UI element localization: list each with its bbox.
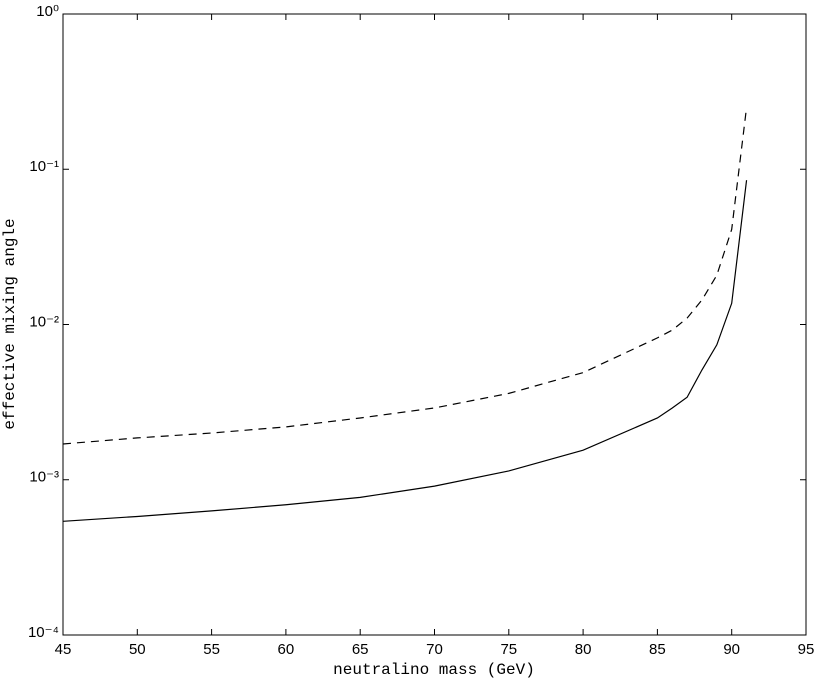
y-tick-label: 10⁻¹	[29, 158, 59, 175]
x-tick-label: 75	[500, 641, 517, 658]
x-axis-label: neutralino mass (GeV)	[333, 661, 535, 679]
x-tick-label: 95	[798, 641, 815, 658]
x-tick-label: 80	[575, 641, 592, 658]
y-tick-label: 10⁰	[36, 3, 59, 20]
x-tick-label: 60	[278, 641, 295, 658]
x-tick-label: 50	[129, 641, 146, 658]
plot-frame	[62, 13, 807, 636]
x-tick-label: 65	[352, 641, 369, 658]
x-tick-label: 55	[203, 641, 220, 658]
x-tick-label: 70	[426, 641, 443, 658]
data-line	[62, 107, 748, 445]
y-axis-label: effective mixing angle	[1, 218, 19, 429]
y-tick-label: 10⁻³	[29, 469, 59, 486]
x-tick-label: 45	[55, 641, 72, 658]
x-tick-label: 85	[649, 641, 666, 658]
y-tick-label: 10⁻⁴	[28, 624, 59, 641]
data-line	[62, 180, 748, 522]
x-tick-label: 90	[723, 641, 740, 658]
y-tick-label: 10⁻²	[29, 313, 59, 330]
